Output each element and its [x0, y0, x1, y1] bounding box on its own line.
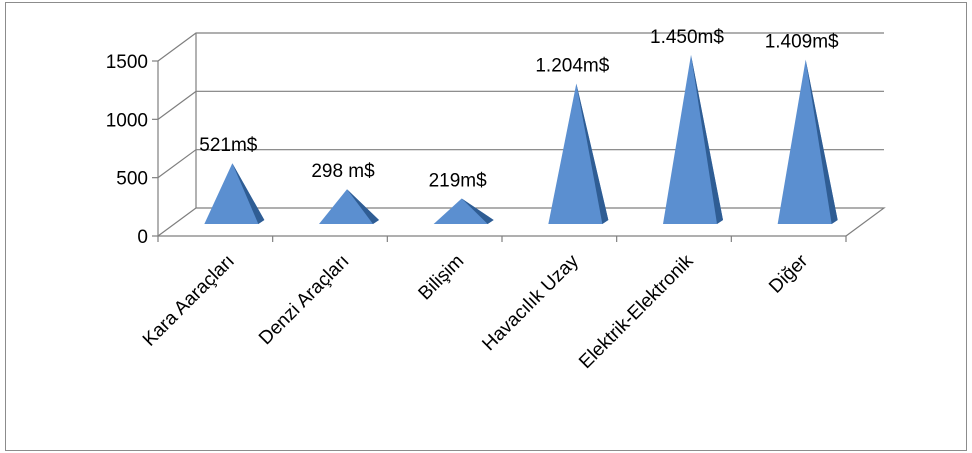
y-tick-label: 1500	[106, 52, 148, 73]
gridline	[157, 90, 884, 120]
pyramid-shade-face	[576, 83, 609, 225]
pyramid-front-face	[548, 83, 609, 225]
pyramid-bar	[777, 59, 838, 224]
pyramid-front-face	[433, 198, 494, 224]
data-label: 219m$	[429, 170, 488, 191]
data-label: 1.204m$	[535, 56, 609, 77]
category-labels: Kara Aaraçları Denzi Araçları Bilişim Havac…	[139, 250, 813, 373]
pyramid-shade-face	[347, 189, 379, 224]
pyramid-bar	[433, 198, 494, 224]
data-label: 521m$	[199, 135, 258, 156]
gridlines	[157, 32, 886, 242]
floor-plane	[157, 207, 886, 237]
y-tick-label: 0	[137, 227, 148, 248]
category-label: Elektrik-Elektronik	[575, 250, 698, 373]
pyramid-chart: 0 500 1000 1500 521m$ 298 m$ 219m$ 1.204m$ 1.45…	[106, 27, 886, 373]
pyramid-bar	[663, 54, 723, 225]
data-label: 1.409m$	[765, 32, 839, 53]
category-label: Denzi Araçları	[255, 251, 353, 349]
y-tick-label: 1000	[106, 110, 148, 131]
pyramid-bar	[204, 163, 265, 224]
y-axis-ticks: 0 500 1000 1500	[106, 52, 158, 248]
pyramid-front-face	[663, 54, 723, 225]
pyramid-bar	[548, 83, 609, 225]
gridline	[157, 149, 884, 179]
pyramid-shade-face	[691, 54, 723, 225]
category-label: Diğer	[765, 250, 812, 297]
gridline	[157, 32, 884, 62]
pyramid-bars	[204, 54, 838, 225]
data-labels: 521m$ 298 m$ 219m$ 1.204m$ 1.450m$ 1.409m$	[199, 27, 839, 192]
pyramid-shade-face	[232, 163, 265, 224]
pyramid-front-face	[204, 163, 265, 224]
pyramid-front-face	[777, 59, 838, 224]
category-label: Kara Aaraçları	[139, 251, 239, 351]
chart-frame: 0 500 1000 1500 521m$ 298 m$ 219m$ 1.204m$ 1.45…	[5, 2, 967, 451]
pyramid-shade-face	[461, 198, 494, 224]
y-tick-label: 500	[116, 169, 148, 190]
pyramid-bar	[319, 189, 379, 224]
data-label: 298 m$	[311, 161, 375, 182]
category-label: Havacılık Uzay	[478, 250, 583, 355]
pyramid-front-face	[319, 189, 379, 224]
data-label: 1.450m$	[650, 27, 724, 48]
pyramid-shade-face	[805, 59, 838, 224]
category-label: Bilişim	[415, 251, 469, 305]
